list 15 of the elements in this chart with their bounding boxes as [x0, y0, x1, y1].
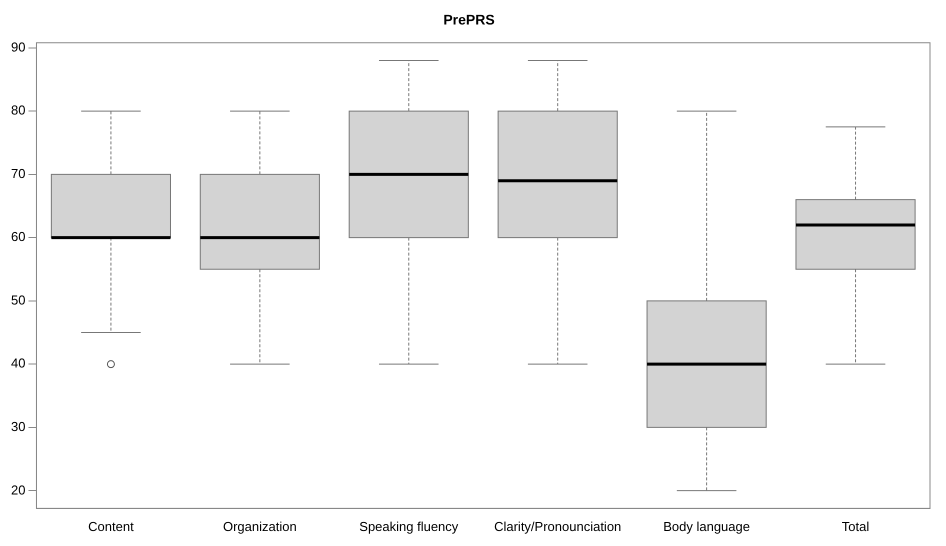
x-tick-label: Speaking fluency	[359, 518, 459, 534]
y-tick-label: 30	[10, 419, 26, 434]
x-tick-label: Content	[88, 518, 134, 534]
x-tick-label: Clarity/Pronounciation	[494, 518, 622, 534]
y-tick-label: 80	[10, 102, 26, 118]
x-tick-label: Body language	[663, 518, 750, 534]
chart-title: PrePRS	[443, 11, 495, 28]
y-tick-label: 70	[10, 166, 26, 181]
x-tick-label: Organization	[222, 518, 297, 534]
y-tick-label: 40	[10, 356, 26, 371]
y-tick-label: 60	[10, 229, 26, 244]
y-tick-label: 50	[10, 292, 26, 308]
y-tick-label: 90	[10, 39, 26, 54]
x-tick-label: Total	[842, 518, 870, 534]
y-tick-label: 20	[10, 482, 26, 498]
